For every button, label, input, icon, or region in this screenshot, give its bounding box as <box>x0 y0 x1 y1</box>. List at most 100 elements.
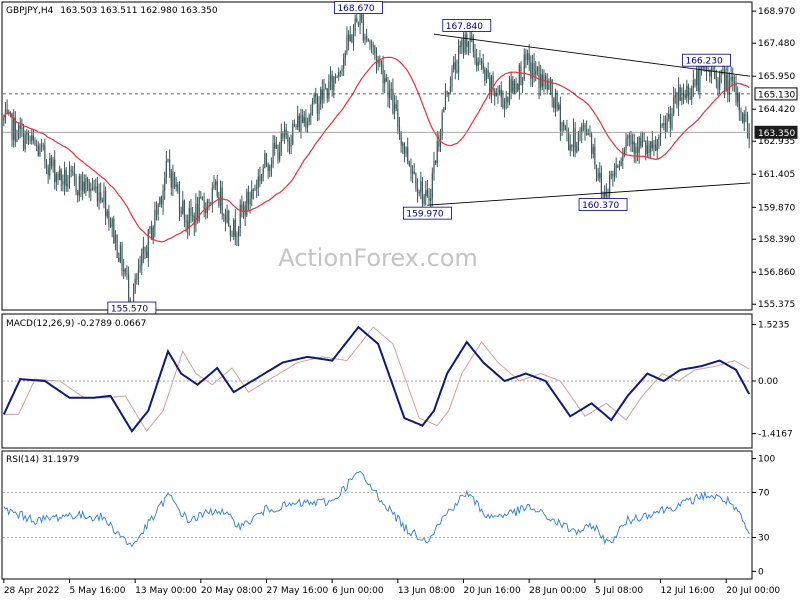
candle-body <box>356 18 358 22</box>
candle-body <box>612 174 614 177</box>
candle-body <box>215 181 217 186</box>
candle-body <box>377 59 379 64</box>
candle-body <box>160 197 163 205</box>
x-tick-label: 12 Jul 16:00 <box>661 586 715 596</box>
candle-body <box>70 169 72 172</box>
candle-body <box>234 219 236 238</box>
candle-body <box>653 144 655 149</box>
candle-body <box>60 169 62 181</box>
candle-body <box>587 133 589 135</box>
candle-body <box>641 140 644 147</box>
moving-average-line <box>3 56 750 243</box>
candle-body <box>556 92 558 110</box>
candle-body <box>42 145 44 147</box>
candle-body <box>338 71 340 77</box>
candle-body <box>21 127 23 129</box>
trendlines <box>427 33 751 206</box>
candle-body <box>177 184 179 191</box>
candle-body <box>595 164 598 174</box>
candle-body <box>574 128 576 152</box>
candle-body <box>172 172 174 188</box>
x-tick-label: 20 Jun 16:00 <box>464 586 521 596</box>
candle-body <box>651 141 653 149</box>
candle-body <box>476 58 478 66</box>
candle-body <box>146 251 148 258</box>
candle-body <box>292 124 294 145</box>
candle-body <box>517 83 519 91</box>
rsi-title: RSI(14) 31.1979 <box>6 455 79 465</box>
candle-body <box>576 145 578 152</box>
candle-body <box>384 77 386 84</box>
price-y-tick-label: 155.375 <box>758 300 795 310</box>
macd-y-tick-label: 1.5235 <box>758 320 790 330</box>
candle-body <box>418 192 420 194</box>
trendline-upper <box>433 33 751 77</box>
candle-body <box>63 169 66 185</box>
candle-body <box>200 196 202 198</box>
candle-body <box>479 60 481 62</box>
candle-body <box>415 173 417 189</box>
candle-body <box>132 292 135 308</box>
candle-body <box>290 144 292 147</box>
candle-body <box>540 74 542 89</box>
candle-body <box>666 119 668 133</box>
price-annotation-label: 167.840 <box>446 22 483 32</box>
candle-body <box>306 121 309 128</box>
candle-body <box>247 191 250 204</box>
candle-body <box>257 176 259 188</box>
x-tick-label: 28 Jun 00:00 <box>529 586 586 596</box>
macd-lines <box>2 325 751 433</box>
candle-body <box>553 97 555 108</box>
candle-body <box>78 176 80 196</box>
candle-body <box>426 189 428 197</box>
candle-body <box>636 146 639 154</box>
candle-body <box>272 142 274 165</box>
candle-body <box>709 70 711 77</box>
candle-body <box>90 188 92 192</box>
candle-body <box>279 152 281 160</box>
x-tick-label: 20 Jul 00:00 <box>726 586 780 596</box>
candle-body <box>162 190 164 205</box>
candle-body <box>270 164 273 167</box>
candle-body <box>663 123 665 126</box>
candle-body <box>477 61 479 66</box>
candle-body <box>149 226 151 230</box>
candle-body <box>615 165 617 169</box>
candle-body <box>522 79 524 85</box>
candle-body <box>403 143 406 154</box>
candle-body <box>254 188 256 190</box>
candle-body <box>55 173 57 183</box>
candle-body <box>656 139 658 151</box>
price-y-tick-label: 168.970 <box>758 7 795 17</box>
candle-body <box>632 141 634 145</box>
candle-body <box>592 147 594 154</box>
candle-body <box>293 124 296 126</box>
candle-body <box>459 45 461 48</box>
candle-body <box>408 161 410 166</box>
price-annotation-label: 159.970 <box>406 210 443 220</box>
candle-body <box>453 62 455 70</box>
candle-body <box>625 138 627 150</box>
candle-body <box>170 171 172 188</box>
candle-body <box>331 74 333 91</box>
candle-body <box>80 176 82 191</box>
candle-body <box>696 70 698 86</box>
candle-body <box>719 73 721 90</box>
candle-body <box>241 204 243 211</box>
candle-body <box>748 132 750 140</box>
candle-body <box>684 94 686 99</box>
rsi-line <box>3 470 750 548</box>
x-tick-label: 6 Jun 00:00 <box>332 586 384 596</box>
candle-body <box>487 70 489 78</box>
candle-body <box>633 141 635 154</box>
candle-body <box>733 82 736 84</box>
candle-body <box>100 192 102 200</box>
candle-body <box>32 135 34 141</box>
candle-body <box>525 54 527 60</box>
candle-body <box>545 75 547 81</box>
candle-body <box>710 68 713 77</box>
candle-body <box>283 129 286 138</box>
candle-body <box>224 215 227 223</box>
candle-body <box>659 124 662 137</box>
